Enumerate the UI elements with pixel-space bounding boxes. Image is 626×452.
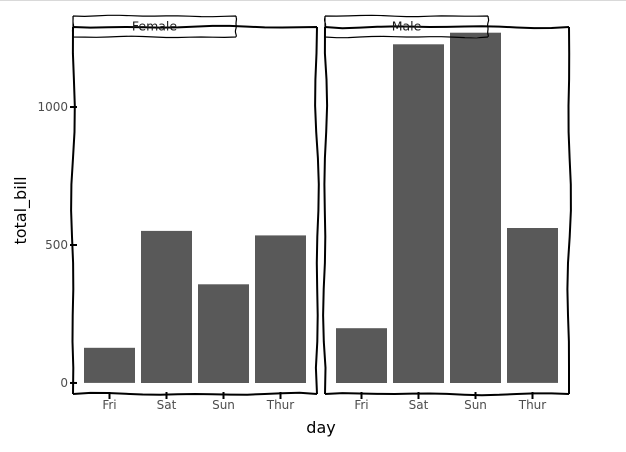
y-tick-label: 500 xyxy=(45,238,68,252)
strip-label: Male xyxy=(392,19,422,34)
bar-female-sun xyxy=(198,284,249,383)
x-tick-label: Sat xyxy=(157,398,177,412)
strip-label: Female xyxy=(132,19,178,34)
x-tick-label: Sun xyxy=(464,398,487,412)
y-tick-label: 0 xyxy=(60,376,68,390)
strip-box xyxy=(71,14,238,39)
y-tick-label: 1000 xyxy=(37,100,68,114)
bar-female-fri xyxy=(84,347,135,383)
x-axis-title: day xyxy=(306,418,335,437)
bar-male-fri xyxy=(336,328,387,383)
y-axis-title: total_bill xyxy=(11,176,31,244)
bar-male-thur xyxy=(507,228,558,383)
x-tick-label: Thur xyxy=(266,398,295,412)
top-rule xyxy=(0,0,626,1)
bar-female-sat xyxy=(141,230,192,383)
bar-female-thur xyxy=(255,235,306,383)
panel-border xyxy=(322,25,572,397)
bar-male-sat xyxy=(393,44,444,384)
x-tick-label: Fri xyxy=(102,398,116,412)
x-tick-label: Thur xyxy=(518,398,547,412)
x-tick-label: Sun xyxy=(212,398,235,412)
bar-male-sun xyxy=(450,32,501,383)
x-tick-label: Fri xyxy=(354,398,368,412)
panel-border xyxy=(70,24,320,396)
x-tick-label: Sat xyxy=(409,398,429,412)
strip-box xyxy=(324,14,490,39)
